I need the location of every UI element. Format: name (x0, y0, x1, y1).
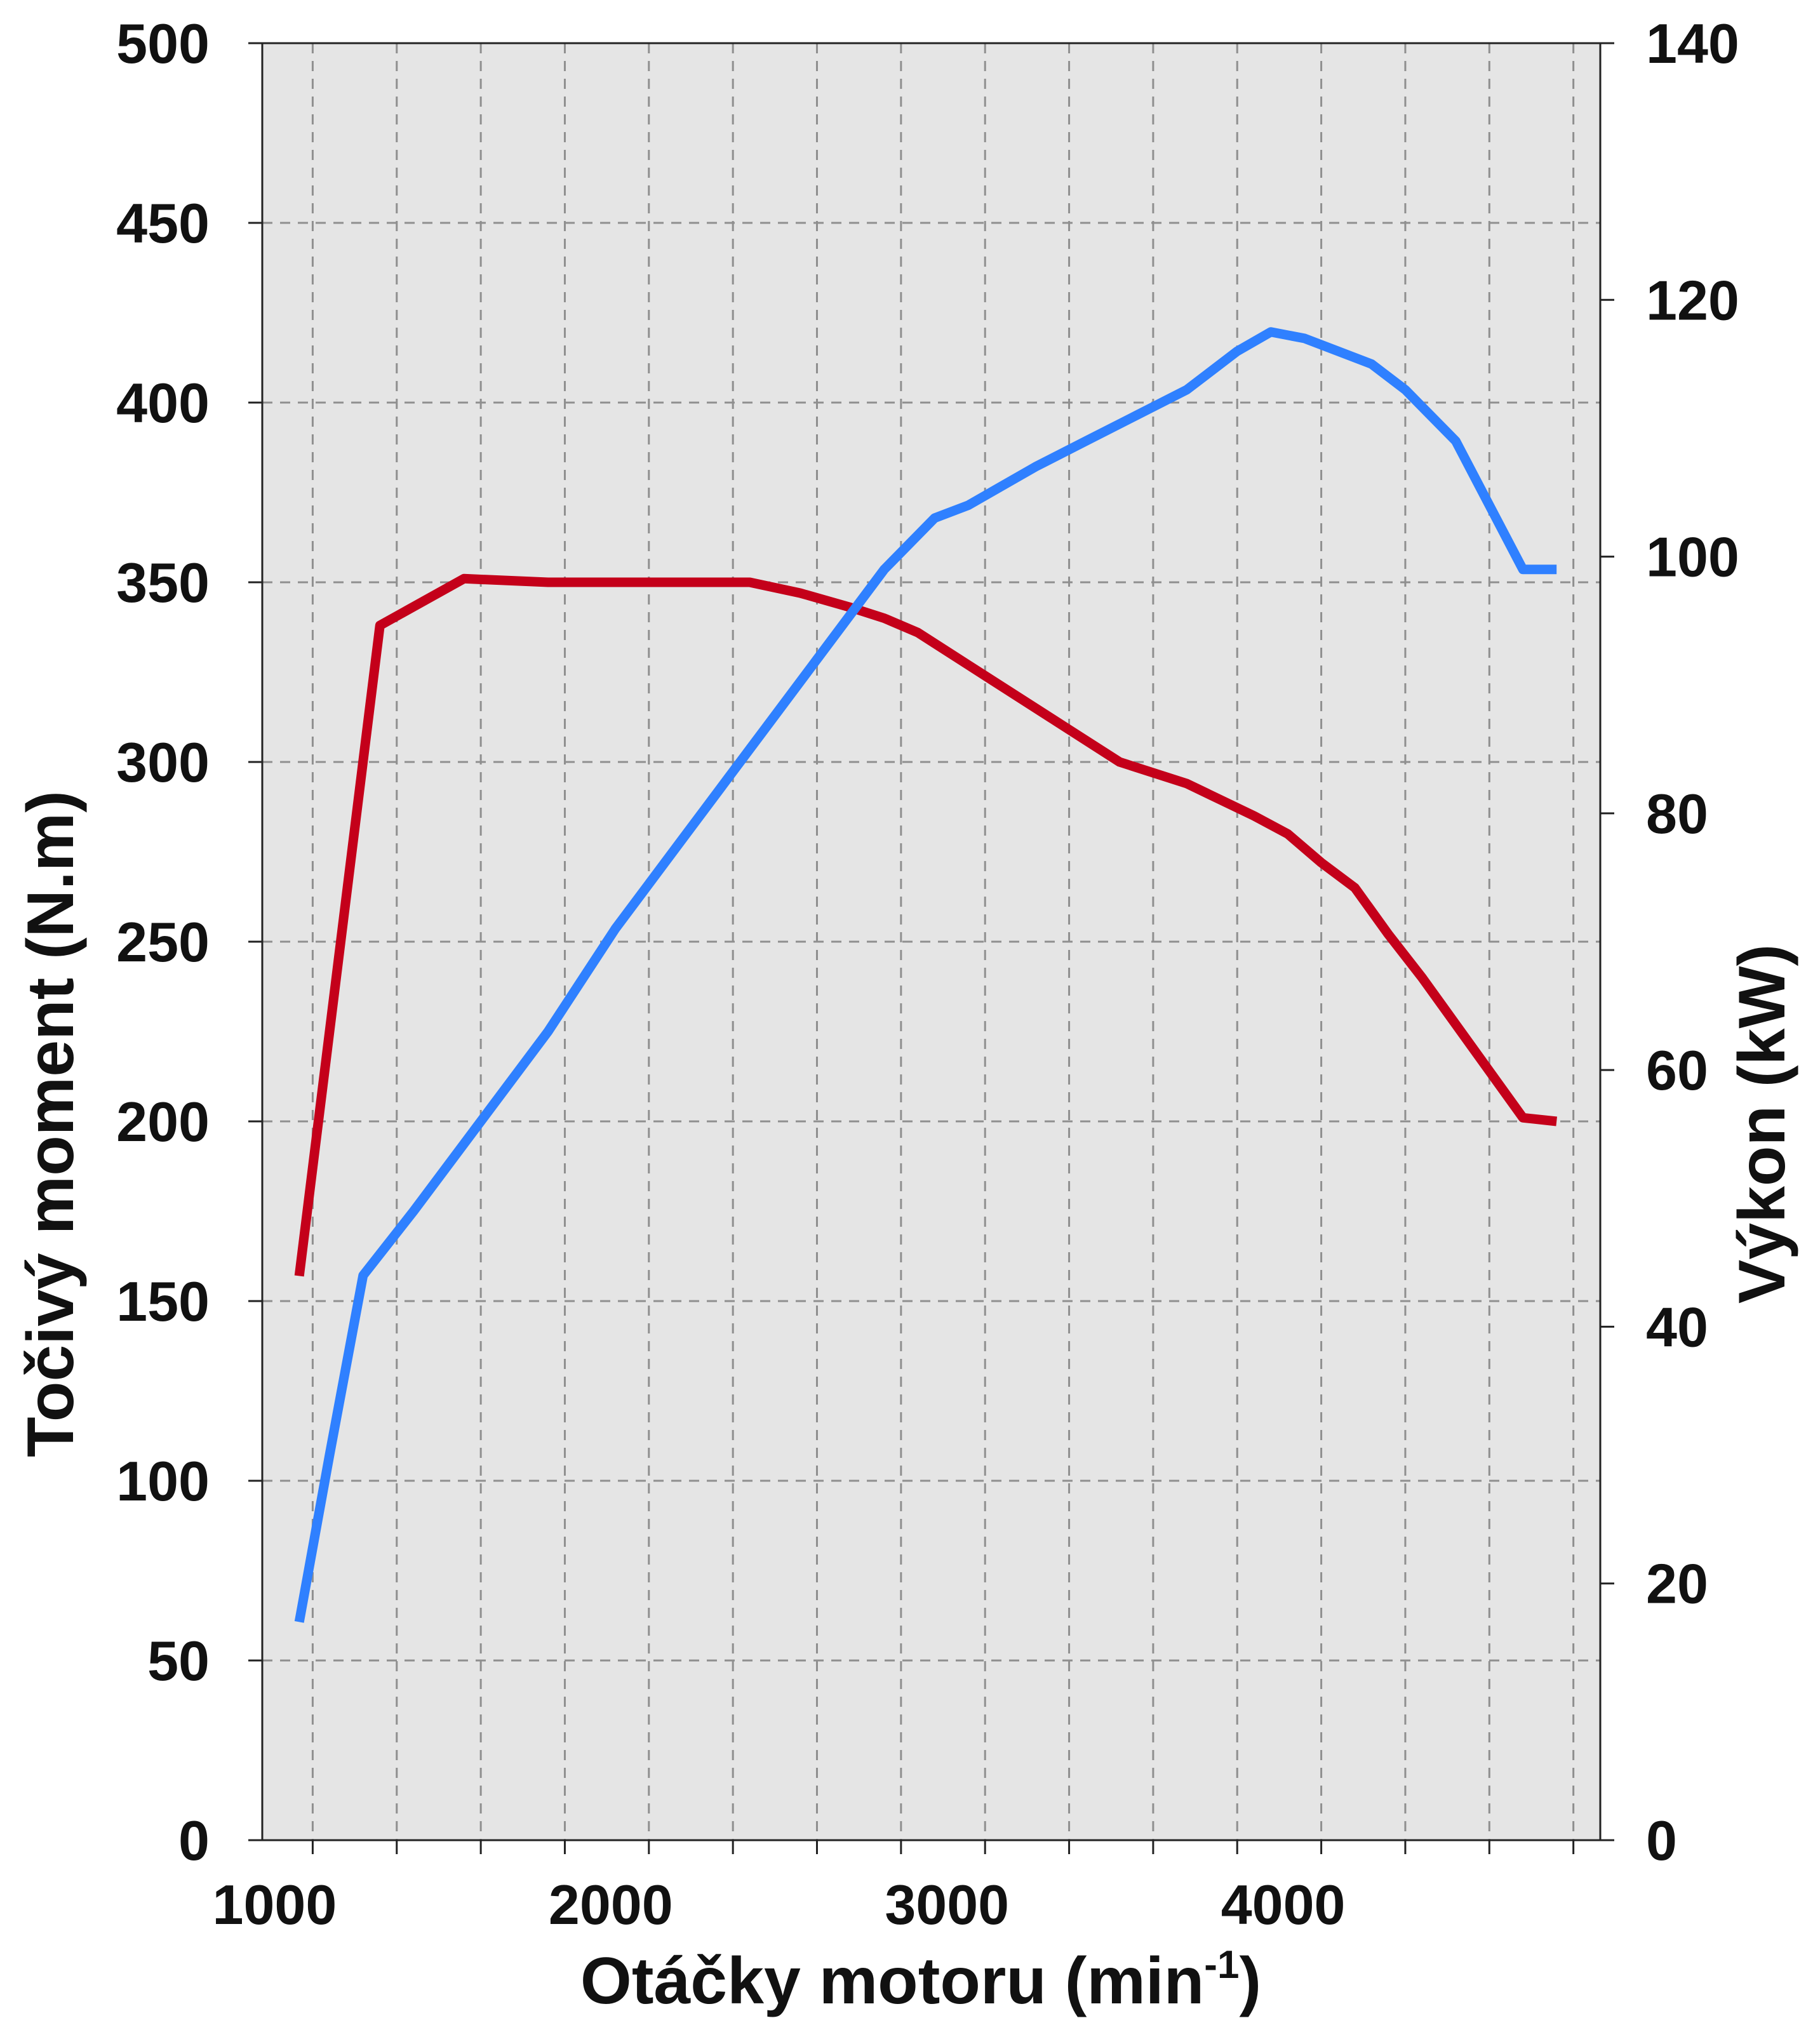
power-series-line (294, 327, 1557, 1623)
y2-tick-label: 20 (1646, 1553, 1708, 1615)
y-tick-label: 450 (116, 192, 210, 255)
series-layer (294, 327, 1558, 1623)
y-tick-label: 350 (116, 551, 210, 614)
x-axis-title-end: ) (1239, 1944, 1261, 2018)
grid (262, 43, 1600, 1840)
y2-axis-title: Výkon (kW) (1725, 944, 1799, 1304)
x-tick-label: 2000 (549, 1873, 673, 1936)
torque-series-line (294, 573, 1558, 1277)
y2-tick-label: 120 (1646, 269, 1739, 331)
y-tick-label: 300 (116, 731, 210, 794)
y-tick-label: 0 (178, 1809, 210, 1872)
x-axis-title: Otáčky motoru (min-1) (580, 1943, 1261, 2018)
y-tick-label: 50 (147, 1629, 210, 1692)
x-tick-label: 3000 (885, 1873, 1009, 1936)
y2-tick-label: 0 (1646, 1809, 1677, 1872)
axes: 0 50 100 150 200 250 300 350 400 450 500 0 20 40 60 80 1… (116, 12, 1739, 1936)
y-tick-label: 250 (116, 911, 210, 973)
x-tick-label: 1000 (213, 1873, 337, 1936)
y2-tick-label: 100 (1646, 526, 1739, 589)
x-axis-title-text: Otáčky motoru (min (580, 1944, 1204, 2018)
y2-tick-label: 60 (1646, 1039, 1708, 1102)
y-tick-label: 100 (116, 1450, 210, 1513)
y-tick-label: 200 (116, 1090, 210, 1153)
x-tick-label: 4000 (1221, 1873, 1346, 1936)
y2-tick-label: 80 (1646, 782, 1708, 845)
y2-tick-label: 40 (1646, 1295, 1708, 1358)
y-tick-label: 400 (116, 371, 210, 434)
y-axis-title: Točivý moment (N.m) (14, 791, 88, 1457)
y-tick-label: 150 (116, 1270, 210, 1333)
y2-tick-label: 140 (1646, 12, 1739, 75)
y-tick-label: 500 (116, 12, 210, 75)
x-axis-title-superscript: -1 (1204, 1943, 1239, 1987)
